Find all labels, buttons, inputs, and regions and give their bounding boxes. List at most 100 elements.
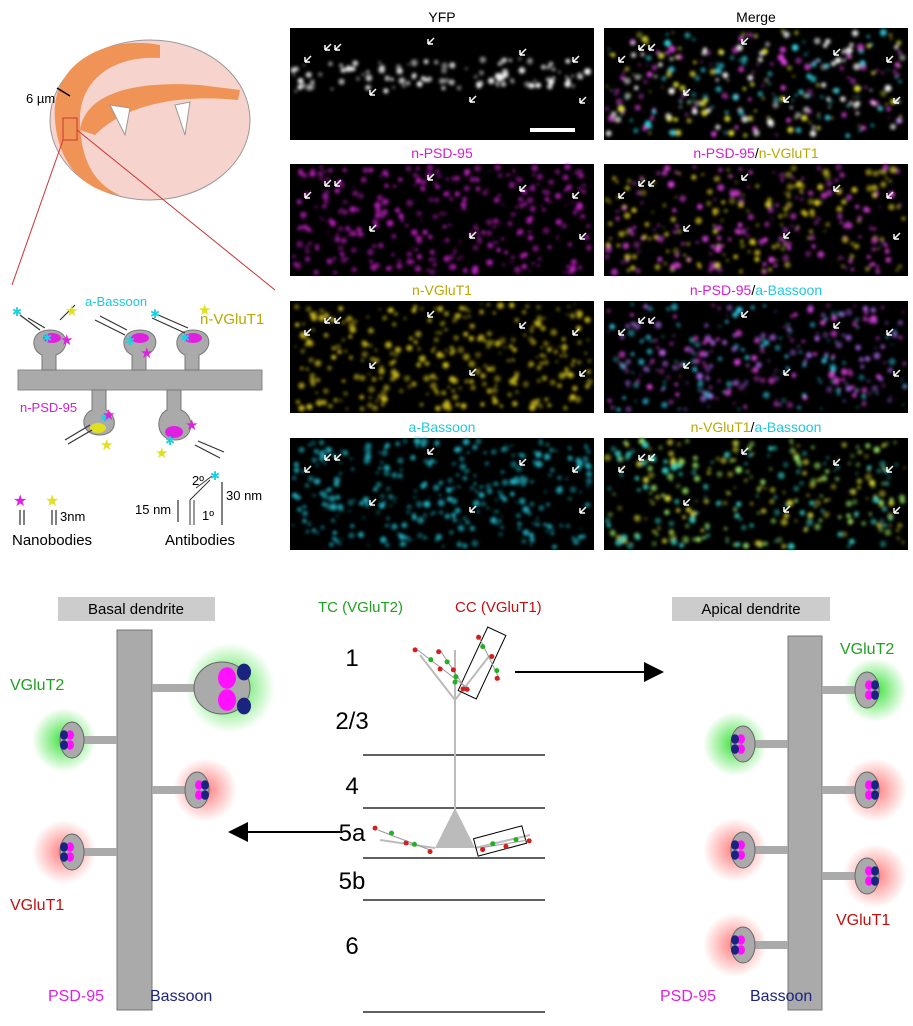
- puncta: [494, 340, 501, 347]
- puncta: [631, 254, 638, 260]
- puncta: [692, 60, 697, 65]
- arrow: [334, 453, 342, 461]
- puncta: [439, 213, 442, 217]
- puncta: [571, 84, 576, 88]
- puncta: [546, 347, 552, 353]
- puncta: [422, 229, 428, 235]
- puncta: [849, 42, 854, 48]
- panel-title: n-PSD-95/n-VGluT1: [693, 145, 818, 161]
- puncta: [708, 338, 713, 343]
- puncta: [328, 168, 333, 173]
- puncta: [524, 81, 530, 87]
- puncta: [630, 232, 635, 237]
- puncta: [668, 87, 675, 95]
- puncta: [677, 325, 681, 328]
- panel-title: n-PSD-95: [411, 145, 473, 161]
- puncta: [754, 109, 757, 113]
- puncta: [854, 304, 857, 307]
- puncta: [885, 102, 888, 106]
- puncta: [452, 518, 457, 523]
- puncta: [800, 209, 806, 215]
- arrow: [469, 95, 477, 103]
- puncta: [345, 65, 353, 73]
- puncta: [733, 486, 736, 489]
- puncta: [662, 360, 669, 367]
- puncta: [756, 488, 761, 492]
- puncta: [378, 308, 381, 311]
- puncta: [512, 401, 518, 407]
- arrow: [833, 458, 841, 466]
- arrow: [886, 191, 894, 199]
- puncta: [633, 323, 641, 330]
- puncta: [702, 47, 708, 52]
- puncta: [749, 441, 755, 447]
- puncta: [454, 507, 461, 514]
- puncta: [624, 66, 630, 72]
- puncta: [573, 169, 580, 176]
- puncta: [733, 254, 739, 260]
- arrow: [427, 447, 435, 455]
- puncta: [531, 261, 535, 265]
- micrograph: [290, 438, 594, 550]
- puncta: [504, 250, 508, 255]
- puncta: [721, 200, 726, 205]
- puncta: [457, 346, 465, 354]
- puncta: [491, 340, 494, 343]
- puncta: [462, 306, 468, 312]
- puncta: [646, 348, 653, 355]
- puncta: [771, 244, 777, 250]
- puncta: [869, 88, 873, 92]
- puncta: [385, 471, 390, 476]
- bassoon: [731, 935, 739, 945]
- puncta: [555, 220, 560, 225]
- puncta: [644, 120, 652, 128]
- puncta: [327, 487, 332, 492]
- puncta: [293, 461, 299, 468]
- puncta: [841, 333, 846, 337]
- puncta: [773, 509, 781, 516]
- layer-label: 5b: [339, 868, 366, 895]
- layer-label: 2/3: [335, 708, 368, 735]
- puncta: [377, 394, 382, 399]
- puncta: [733, 358, 741, 366]
- puncta: [657, 52, 665, 59]
- puncta: [561, 222, 568, 230]
- puncta: [726, 314, 729, 317]
- bouton: [494, 675, 500, 681]
- puncta: [674, 382, 679, 387]
- layer-label: 6: [345, 933, 358, 960]
- puncta: [632, 73, 635, 76]
- puncta: [465, 468, 471, 473]
- arrow: [638, 316, 646, 324]
- arrow: [783, 95, 791, 103]
- puncta: [683, 253, 687, 257]
- puncta: [761, 84, 765, 88]
- puncta: [329, 219, 337, 227]
- puncta: [518, 497, 526, 505]
- puncta: [876, 336, 880, 340]
- puncta: [347, 315, 352, 321]
- puncta: [394, 496, 397, 499]
- puncta: [717, 379, 721, 383]
- puncta: [413, 184, 417, 187]
- puncta: [578, 215, 582, 219]
- psd: [218, 667, 236, 689]
- puncta: [444, 402, 451, 409]
- puncta: [337, 503, 343, 510]
- puncta: [556, 237, 559, 240]
- puncta: [444, 513, 451, 519]
- puncta: [812, 94, 815, 97]
- puncta: [865, 168, 873, 176]
- primary: 1º: [202, 508, 214, 523]
- svg-text:★: ★: [155, 445, 168, 462]
- puncta: [703, 391, 711, 398]
- puncta: [780, 518, 788, 526]
- puncta: [793, 312, 798, 317]
- puncta: [368, 372, 371, 376]
- puncta: [774, 368, 778, 372]
- puncta: [413, 496, 416, 499]
- puncta: [397, 457, 404, 464]
- puncta: [370, 263, 378, 271]
- puncta: [749, 369, 752, 372]
- puncta: [734, 125, 739, 130]
